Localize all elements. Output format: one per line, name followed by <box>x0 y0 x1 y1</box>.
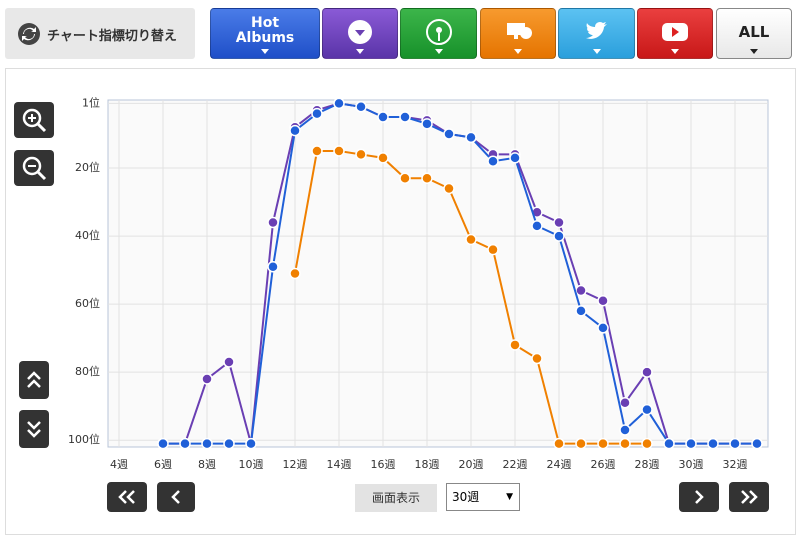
first-button[interactable] <box>107 482 147 512</box>
all-button[interactable]: ALL <box>716 8 792 59</box>
download-button[interactable] <box>322 8 398 59</box>
chart-panel <box>5 68 796 535</box>
display-label: 画面表示 <box>355 484 437 512</box>
toolbar-label: チャート指標切り替え <box>47 29 177 44</box>
zoom-in-button[interactable] <box>14 102 54 138</box>
scroll-down-button[interactable] <box>19 410 49 448</box>
prev-button[interactable] <box>157 482 195 512</box>
twitter-button[interactable] <box>558 8 635 59</box>
button-text: ALL <box>738 23 770 41</box>
toolbar-label-box: チャート指標切り替え <box>5 8 195 59</box>
youtube-button[interactable] <box>637 8 713 59</box>
scroll-up-button[interactable] <box>19 361 49 399</box>
next-button[interactable] <box>679 482 719 512</box>
week-select[interactable]: 30週 ▼ <box>446 483 520 511</box>
last-button[interactable] <box>729 482 769 512</box>
radio-button[interactable] <box>400 8 477 59</box>
zoom-out-button[interactable] <box>14 150 54 186</box>
select-value: 30週 <box>452 490 480 504</box>
hot-albums-button[interactable]: Hot Albums <box>210 8 320 59</box>
switch-icon <box>18 23 40 45</box>
pc-button[interactable] <box>480 8 556 59</box>
button-text: Hot Albums <box>235 15 295 46</box>
